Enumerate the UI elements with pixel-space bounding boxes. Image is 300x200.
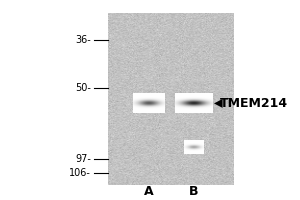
Text: B: B <box>189 185 199 198</box>
Text: A: A <box>144 185 153 198</box>
Text: TMEM214: TMEM214 <box>220 97 288 110</box>
Text: 50-: 50- <box>75 83 91 93</box>
Text: 97-: 97- <box>75 154 91 164</box>
Text: 106-: 106- <box>69 168 91 178</box>
Bar <box>108 14 234 185</box>
Text: 36-: 36- <box>76 35 91 45</box>
Polygon shape <box>214 99 223 108</box>
